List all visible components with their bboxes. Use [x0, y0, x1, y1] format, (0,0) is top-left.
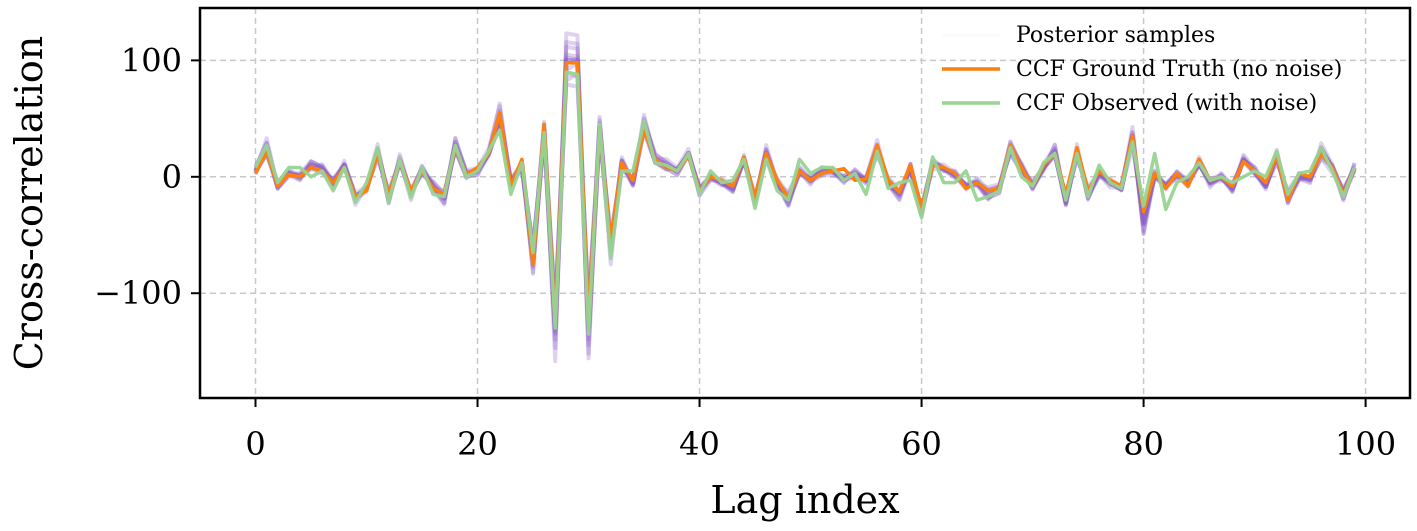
x-axis: 0 20 40 60 80 100: [245, 398, 1396, 463]
x-tick-label: 80: [1123, 425, 1164, 463]
posterior-sample-line: [253, 82, 1357, 299]
x-axis-title: Lag index: [710, 478, 899, 522]
y-axis: 100 0 −100: [94, 41, 200, 312]
posterior-samples-band: [253, 31, 1357, 364]
ground-truth-line: [253, 60, 1357, 325]
legend-label: Posterior samples: [1016, 23, 1215, 48]
posterior-sample-line: [253, 31, 1357, 364]
plot-frame: [198, 6, 1412, 400]
posterior-sample-line: [253, 39, 1357, 356]
legend-label: CCF Observed (with noise): [1016, 91, 1317, 116]
x-tick-label: 60: [901, 425, 942, 463]
series-lines: [253, 60, 1357, 336]
x-tick-label: 40: [679, 425, 720, 463]
y-tick-label: 0: [162, 158, 182, 196]
legend: Posterior samples CCF Ground Truth (no no…: [942, 23, 1342, 116]
y-axis-title: Cross-correlation: [7, 36, 51, 371]
observed-line: [253, 70, 1357, 336]
y-tick-label: 100: [121, 41, 182, 79]
x-tick-label: 100: [1335, 425, 1396, 463]
y-tick-label: −100: [94, 274, 182, 312]
legend-label: CCF Ground Truth (no noise): [1016, 57, 1342, 82]
x-tick-label: 20: [457, 425, 498, 463]
x-tick-label: 0: [245, 425, 265, 463]
